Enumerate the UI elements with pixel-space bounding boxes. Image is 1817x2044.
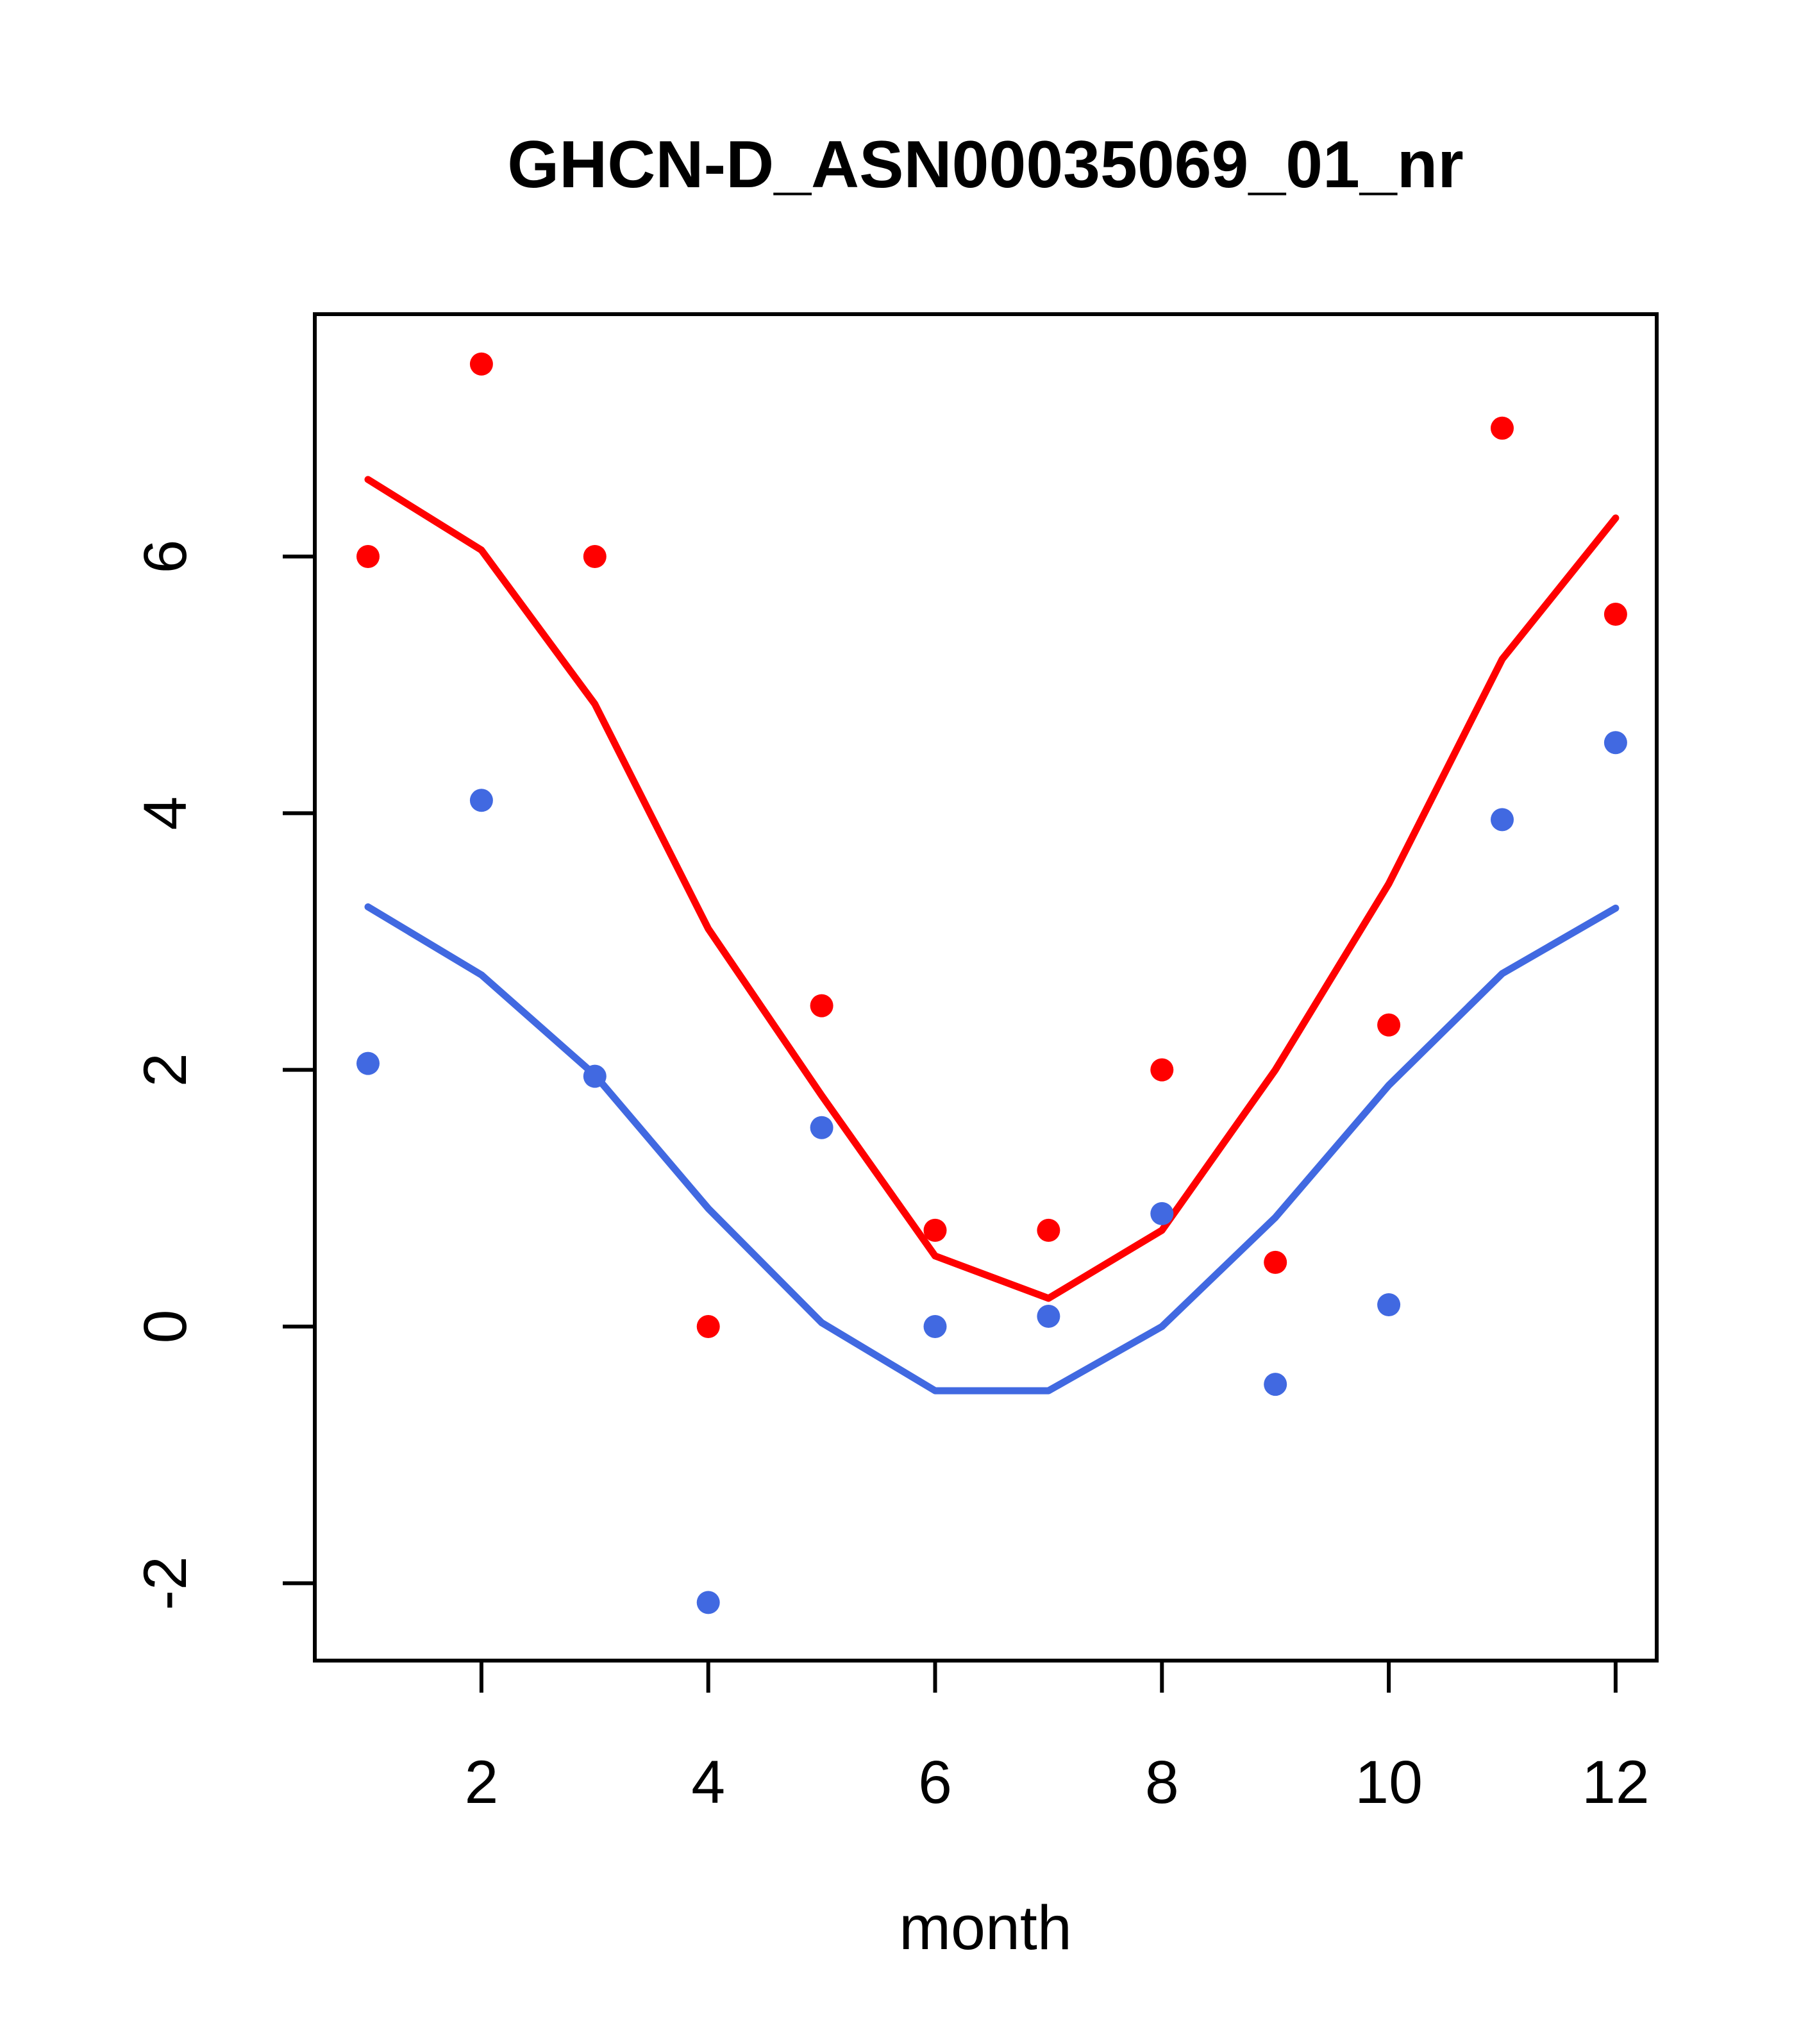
x-axis-ticks: [479, 1661, 1618, 1693]
red-points-month-8: [1150, 1058, 1174, 1082]
chart-title: GHCN-D_ASN00035069_01_nr: [507, 128, 1463, 202]
blue-points-month-8: [1150, 1202, 1174, 1225]
y-tick-label-4: 4: [131, 796, 199, 830]
red-points-month-6: [923, 1218, 947, 1242]
red-trend-line: [364, 476, 1620, 1302]
blue-points-month-7: [1037, 1304, 1060, 1328]
red-points-month-4: [696, 1315, 720, 1338]
y-axis-ticks: [283, 554, 315, 1586]
blue-points-month-6: [923, 1315, 947, 1338]
red-points-month-3: [583, 544, 607, 568]
x-axis-label: month: [899, 1893, 1072, 1963]
y-tick-label-6: 6: [131, 540, 199, 574]
blue-points-month-9: [1264, 1373, 1287, 1396]
red-points-month-1: [356, 544, 380, 568]
red-points-month-5: [810, 994, 833, 1018]
plot-box-border: [313, 312, 1659, 1663]
x-tick-label-6: 6: [918, 1748, 952, 1816]
red-points: [356, 352, 1627, 1338]
y-tick-label-0: 0: [131, 1310, 199, 1344]
red-points-month-10: [1377, 1013, 1401, 1037]
red-points-month-11: [1491, 416, 1514, 440]
red-points-month-12: [1603, 603, 1627, 626]
blue-points-month-1: [356, 1051, 380, 1075]
x-tick-label-2: 2: [464, 1748, 498, 1816]
blue-points-month-10: [1377, 1293, 1401, 1316]
blue-points-month-5: [810, 1116, 833, 1139]
trend-lines: [364, 476, 1620, 1395]
blue-points: [356, 731, 1627, 1614]
blue-points-month-3: [583, 1064, 607, 1088]
red-points-month-9: [1264, 1250, 1287, 1274]
y-axis-tick-labels: -2 0 2 4 6: [131, 540, 199, 1611]
x-axis-tick-labels: 2 4 6 8 10 12: [464, 1748, 1649, 1816]
blue-points-month-11: [1491, 808, 1514, 832]
blue-trend-line: [364, 903, 1620, 1395]
red-points-month-2: [469, 352, 493, 376]
blue-points-month-4: [696, 1591, 720, 1614]
x-tick-label-8: 8: [1145, 1748, 1179, 1816]
x-tick-label-10: 10: [1355, 1748, 1423, 1816]
blue-points-month-2: [469, 789, 493, 812]
x-tick-label-4: 4: [691, 1748, 725, 1816]
y-tick-label--2: -2: [131, 1556, 199, 1610]
y-tick-label-2: 2: [131, 1053, 199, 1087]
x-tick-label-12: 12: [1582, 1748, 1650, 1816]
data-points: [356, 352, 1627, 1614]
blue-points-month-12: [1603, 731, 1627, 755]
red-points-month-7: [1037, 1218, 1060, 1242]
